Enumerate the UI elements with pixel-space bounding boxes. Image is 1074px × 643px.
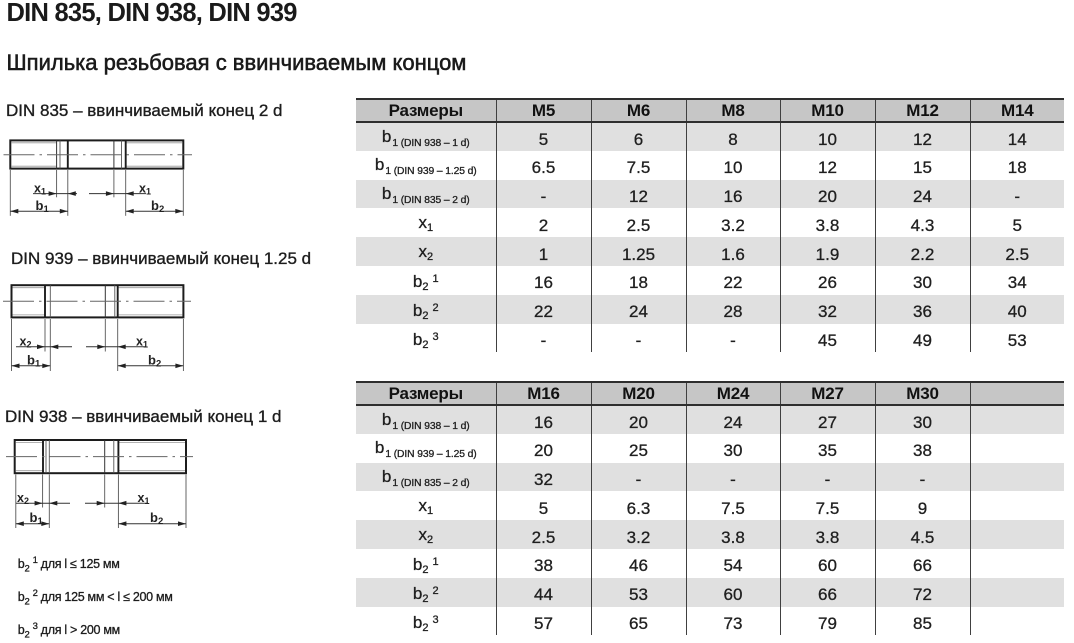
svg-text:b1: b1: [36, 198, 50, 215]
svg-text:x2: x2: [20, 335, 32, 350]
svg-text:b2: b2: [151, 198, 164, 215]
svg-text:x1: x1: [136, 335, 148, 350]
svg-text:x2: x2: [17, 491, 29, 506]
svg-text:b2: b2: [150, 510, 163, 527]
svg-text:x1: x1: [139, 182, 151, 197]
svg-text:x1: x1: [138, 491, 150, 506]
svg-text:x1: x1: [34, 182, 46, 197]
svg-text:b1: b1: [27, 352, 41, 369]
svg-text:b1: b1: [30, 510, 44, 527]
svg-text:b2: b2: [148, 352, 161, 369]
